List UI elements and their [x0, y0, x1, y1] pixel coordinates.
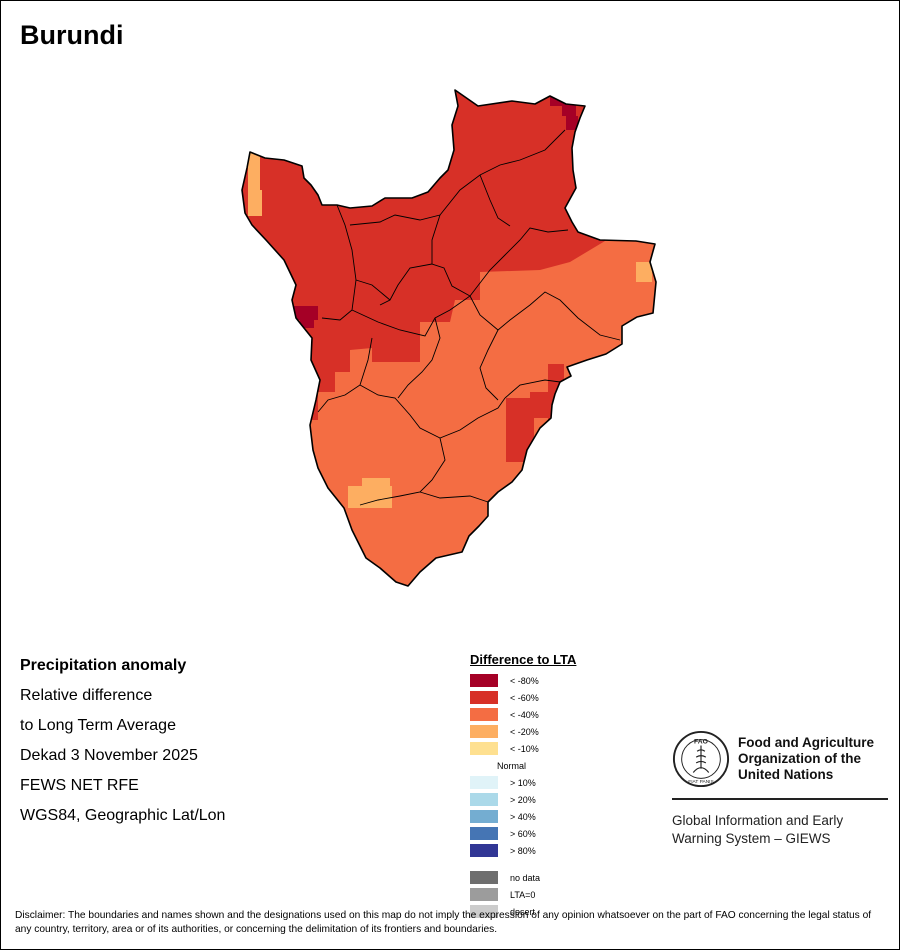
legend-label: > 20% [510, 794, 536, 805]
legend-item: < -80% [470, 672, 576, 689]
legend-swatch [470, 674, 498, 687]
legend-label: desert [510, 906, 536, 917]
province-boundary [431, 214, 471, 297]
fao-logo-text: FAO [694, 739, 708, 746]
giews-name: Warning System – GIEWS [672, 831, 831, 846]
legend-swatch [470, 725, 498, 738]
disclaimer: Disclaimer: The boundaries and names sho… [15, 910, 872, 935]
province-boundary [419, 491, 489, 503]
legend-item: < -60% [470, 689, 576, 706]
legend-label: < -20% [510, 726, 539, 737]
legend-label: < -10% [510, 743, 539, 754]
legend-swatch [470, 827, 498, 840]
province-boundary [479, 329, 499, 401]
legend-swatch [470, 810, 498, 823]
legend-label: < -60% [510, 692, 539, 703]
legend-label: < -40% [510, 709, 539, 720]
legend-item: > 20% [470, 791, 576, 808]
map-info: Precipitation anomaly Relative differenc… [20, 655, 225, 835]
anomaly-cell [300, 318, 314, 328]
legend-item: < -20% [470, 723, 576, 740]
info-line: to Long Term Average [20, 717, 176, 734]
legend-label: > 10% [510, 777, 536, 788]
legend-item: no data [470, 869, 576, 886]
province-boundary [504, 379, 561, 399]
legend-item: > 60% [470, 825, 576, 842]
legend-swatch [470, 776, 498, 789]
info-line: Relative difference [20, 687, 153, 704]
province-boundary [351, 295, 471, 337]
legend-swatch [470, 905, 498, 918]
info-period: Dekad 3 November 2025 [20, 747, 198, 764]
legend-label: > 40% [510, 811, 536, 822]
anomaly-cell [248, 150, 260, 190]
legend-label: no data [510, 872, 541, 883]
fao-branding: FAO FIAT PANIS Food and Agriculture Orga… [672, 730, 888, 848]
legend-title: Difference to LTA [470, 652, 577, 667]
legend-item: LTA=0 [470, 886, 576, 903]
province-boundary [349, 129, 566, 226]
info-projection: WGS84, Geographic Lat/Lon [20, 807, 226, 824]
fao-logo-motto: FIAT PANIS [688, 779, 714, 785]
anomaly-cell [562, 102, 576, 116]
legend-label: > 60% [510, 828, 536, 839]
fao-org-name: Food and Agriculture [738, 735, 874, 750]
map-title: Burundi [20, 20, 124, 50]
info-source: FEWS NET RFE [20, 777, 139, 794]
province-boundary [359, 384, 506, 439]
anomaly-base-40 [242, 90, 656, 586]
anomaly-cell [248, 190, 262, 216]
legend-item: < -40% [470, 706, 576, 723]
legend-label: Normal [497, 760, 527, 771]
fao-divider [672, 798, 888, 800]
legend-item: < -10% [470, 740, 576, 757]
legend-item: Normal [470, 757, 576, 774]
legend-label: LTA=0 [510, 889, 536, 900]
province-boundary [469, 291, 621, 341]
info-title: Precipitation anomaly [20, 657, 187, 674]
fao-org-name: Organization of the [738, 751, 861, 766]
province-boundary [379, 263, 433, 306]
legend-swatch [470, 708, 498, 721]
fao-org-name: United Nations [738, 767, 834, 782]
anomaly-cell [548, 364, 564, 392]
country-boundary [241, 89, 657, 587]
anomaly-cell [566, 116, 578, 130]
legend-item: > 80% [470, 842, 576, 859]
legend-item: > 40% [470, 808, 576, 825]
province-boundaries [317, 129, 621, 506]
legend-item: desert [470, 903, 576, 920]
legend: Difference to LTA < -80% < -60% < -40% < -2… [470, 652, 576, 920]
legend-item: > 10% [470, 774, 576, 791]
anomaly-cell [292, 306, 318, 320]
legend-swatch [470, 888, 498, 901]
legend-label: < -80% [510, 675, 539, 686]
province-boundary [397, 317, 441, 399]
anomaly-raster [242, 90, 656, 586]
legend-swatch [470, 742, 498, 755]
legend-swatch [470, 793, 498, 806]
province-boundary [479, 174, 511, 227]
anomaly-cell [506, 418, 534, 462]
legend-label: > 80% [510, 845, 536, 856]
province-boundary [469, 227, 569, 297]
fao-logo-icon: FAO FIAT PANIS [672, 730, 730, 788]
legend-swatch [470, 871, 498, 884]
province-boundary [317, 337, 373, 413]
anomaly-cell [636, 262, 652, 282]
anomaly-cell [362, 478, 390, 492]
precipitation-anomaly-map [241, 89, 657, 587]
giews-name: Global Information and Early [672, 813, 844, 828]
legend-swatch [470, 844, 498, 857]
legend-swatch [470, 691, 498, 704]
province-boundary [355, 279, 391, 301]
